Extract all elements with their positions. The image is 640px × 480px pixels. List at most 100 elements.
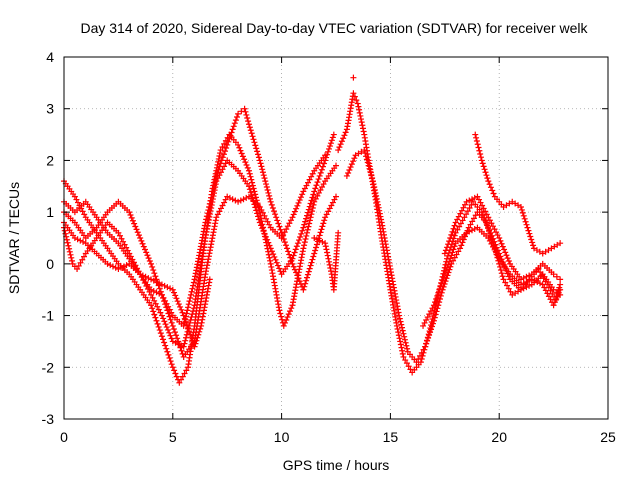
data-point (483, 219, 490, 226)
data-point (317, 229, 324, 236)
data-point (249, 179, 256, 186)
data-point (371, 186, 378, 193)
data-point (274, 262, 281, 269)
data-point (264, 186, 271, 193)
y-tick-label: 2 (46, 152, 54, 168)
data-point (252, 142, 259, 149)
data-point (152, 314, 159, 321)
data-point (482, 169, 489, 176)
data-point (373, 195, 380, 202)
data-point (316, 232, 323, 239)
data-point (175, 338, 182, 345)
data-point (165, 310, 172, 317)
data-point (266, 195, 273, 202)
data-point (413, 359, 420, 366)
data-point (474, 141, 481, 148)
data-point (397, 318, 404, 325)
data-point (303, 212, 310, 219)
data-point (169, 364, 176, 371)
data-point (458, 242, 465, 249)
data-point (501, 246, 508, 253)
data-point (323, 246, 330, 253)
data-point (361, 147, 368, 154)
data-point (316, 237, 323, 244)
data-point (473, 134, 480, 141)
data-point (245, 183, 252, 190)
data-point (304, 209, 311, 216)
data-point (227, 132, 234, 139)
data-point (148, 286, 155, 293)
data-point (284, 245, 291, 252)
data-point (485, 178, 492, 185)
data-point (324, 252, 331, 259)
data-point (109, 263, 116, 270)
data-point (303, 232, 310, 239)
data-point (174, 335, 181, 342)
data-point (156, 327, 163, 334)
data-point (308, 259, 315, 266)
data-point (540, 275, 547, 282)
data-point (261, 175, 268, 182)
data-point (489, 187, 496, 194)
data-point (137, 271, 144, 278)
data-point (469, 196, 475, 203)
data-point (246, 186, 253, 193)
data-point (255, 213, 262, 220)
data-point (502, 279, 509, 286)
data-point (182, 337, 189, 344)
data-point (190, 305, 197, 312)
data-point (137, 235, 144, 241)
data-point (226, 135, 233, 142)
data-point (123, 262, 130, 269)
data-point (557, 276, 564, 283)
data-point (325, 255, 332, 262)
data-point (163, 324, 170, 331)
data-point (168, 335, 175, 342)
data-point (79, 256, 86, 263)
data-point (244, 164, 251, 171)
data-point (443, 275, 450, 282)
data-point (296, 278, 303, 285)
data-point (245, 121, 252, 128)
data-point (341, 132, 348, 139)
data-point (277, 310, 284, 317)
data-point (476, 147, 483, 154)
data-point (183, 334, 190, 341)
data-point (319, 163, 326, 170)
data-point (158, 312, 165, 319)
data-point (195, 331, 202, 338)
data-point (555, 289, 562, 296)
data-point (497, 237, 504, 244)
data-point (348, 161, 355, 168)
data-point (221, 140, 228, 147)
data-point (358, 119, 365, 126)
data-point (247, 189, 254, 196)
data-point (420, 346, 427, 353)
data-point (312, 247, 319, 254)
data-point (402, 339, 409, 346)
data-point (457, 245, 464, 252)
data-point (466, 228, 473, 235)
data-point (253, 207, 260, 214)
data-point (368, 171, 375, 178)
data-point (487, 233, 494, 240)
data-point (369, 178, 376, 185)
data-point (362, 150, 369, 157)
data-point (423, 340, 430, 347)
data-point (128, 214, 135, 221)
data-point (242, 108, 249, 115)
data-point (263, 181, 270, 188)
data-point (68, 254, 75, 261)
data-point (223, 145, 230, 152)
data-point (146, 257, 153, 264)
data-point (178, 306, 185, 313)
data-point (306, 217, 313, 224)
data-point (224, 141, 231, 148)
data-point (326, 261, 333, 268)
data-point (229, 126, 236, 133)
data-point (297, 233, 304, 240)
data-point (158, 291, 165, 298)
series-track-i (343, 147, 564, 366)
data-point (253, 145, 260, 152)
data-point (262, 233, 269, 240)
